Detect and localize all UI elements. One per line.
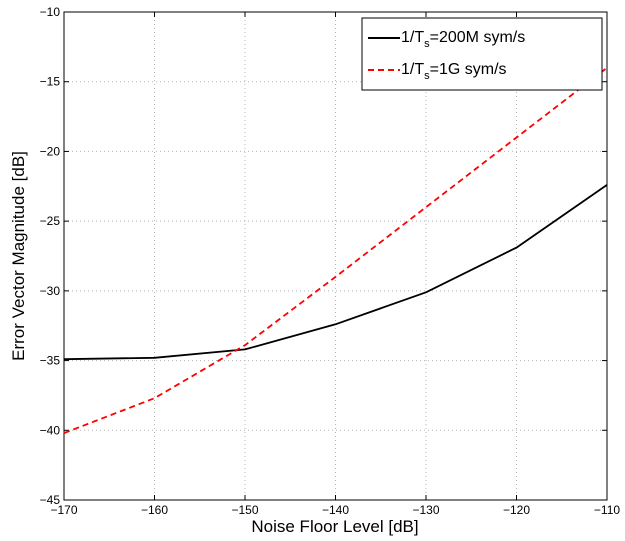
y-axis-label: Error Vector Magnitude [dB] — [9, 151, 28, 361]
legend-1g-suffix: =1G sym/s — [430, 61, 507, 78]
x-tick-label: −150 — [231, 503, 258, 517]
x-tick-label: −130 — [412, 503, 439, 517]
axis-ticks: −170 −160 −150 −140 −130 −120 −110 −45 −40 −35 −30… — [40, 5, 621, 517]
x-tick-label: −120 — [503, 503, 530, 517]
legend-200m-suffix: =200M sym/s — [430, 29, 526, 46]
series-lines — [63, 67, 608, 434]
y-tick-label: −45 — [40, 493, 61, 507]
legend-entry-200m: 1/Ts=200M sym/s — [401, 29, 525, 50]
x-tick-label: −170 — [50, 503, 77, 517]
y-tick-label: −15 — [40, 75, 61, 89]
series-line-200m — [63, 184, 608, 361]
y-tick-label: −10 — [40, 5, 61, 19]
y-tick-label: −30 — [40, 284, 61, 298]
x-tick-label: −140 — [322, 503, 349, 517]
legend: 1/Ts=200M sym/s 1/Ts=1G sym/s — [361, 17, 603, 91]
y-tick-label: −40 — [40, 423, 61, 437]
y-tick-label: −20 — [40, 144, 61, 158]
x-axis-label: Noise Floor Level [dB] — [251, 517, 418, 536]
legend-1g-sub: s — [424, 70, 430, 82]
x-tick-label: −160 — [141, 503, 168, 517]
x-tick-label: −110 — [594, 503, 620, 517]
legend-200m-prefix: 1/T — [401, 29, 424, 46]
legend-200m-sub: s — [424, 38, 430, 50]
legend-box — [361, 17, 603, 91]
legend-1g-prefix: 1/T — [401, 61, 424, 78]
series-line-1g — [63, 67, 608, 434]
y-tick-label: −25 — [40, 214, 61, 228]
y-tick-label: −35 — [40, 354, 61, 368]
legend-entry-1g: 1/Ts=1G sym/s — [401, 61, 507, 82]
